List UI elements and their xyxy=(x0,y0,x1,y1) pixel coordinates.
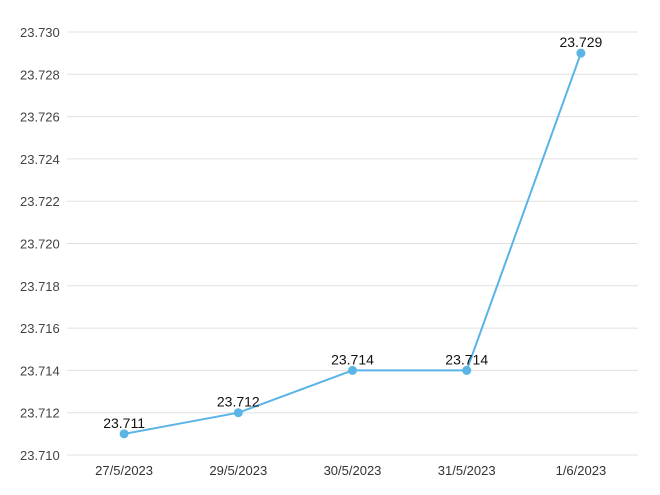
y-tick-label: 23.714 xyxy=(20,363,60,378)
data-labels: 23.711 23.712 23.714 23.714 23.729 xyxy=(103,34,602,431)
y-tick-label: 23.716 xyxy=(20,321,60,336)
x-tick-label: 30/5/2023 xyxy=(324,463,382,478)
x-axis-tick-labels: 27/5/2023 29/5/2023 30/5/2023 31/5/2023 1/6/… xyxy=(95,463,606,478)
y-tick-label: 23.720 xyxy=(20,237,60,252)
data-label: 23.711 xyxy=(103,415,145,431)
data-label: 23.729 xyxy=(559,34,602,50)
data-label: 23.712 xyxy=(217,394,260,410)
data-point xyxy=(348,365,357,375)
data-point xyxy=(462,365,472,375)
x-tick-label: 1/6/2023 xyxy=(556,463,607,478)
y-tick-label: 23.712 xyxy=(20,406,60,421)
y-tick-label: 23.722 xyxy=(20,194,60,209)
data-point xyxy=(119,429,129,439)
y-tick-label: 23.728 xyxy=(20,67,60,82)
x-tick-label: 31/5/2023 xyxy=(438,463,496,478)
y-tick-label: 23.724 xyxy=(20,152,60,167)
data-point xyxy=(576,48,586,58)
x-tick-label: 29/5/2023 xyxy=(209,463,267,478)
y-tick-label: 23.718 xyxy=(20,279,60,294)
x-tick-label: 27/5/2023 xyxy=(95,463,153,478)
data-label: 23.714 xyxy=(445,351,488,367)
y-tick-label: 23.726 xyxy=(20,110,60,125)
gridlines xyxy=(67,31,638,456)
y-axis-tick-labels: 23.710 23.712 23.714 23.716 23.718 23.720 23.7… xyxy=(20,25,60,463)
data-label: 23.714 xyxy=(331,351,374,367)
y-tick-label: 23.730 xyxy=(20,25,60,40)
data-point xyxy=(233,408,243,418)
series-layer xyxy=(119,48,586,439)
y-tick-label: 23.710 xyxy=(20,448,60,463)
